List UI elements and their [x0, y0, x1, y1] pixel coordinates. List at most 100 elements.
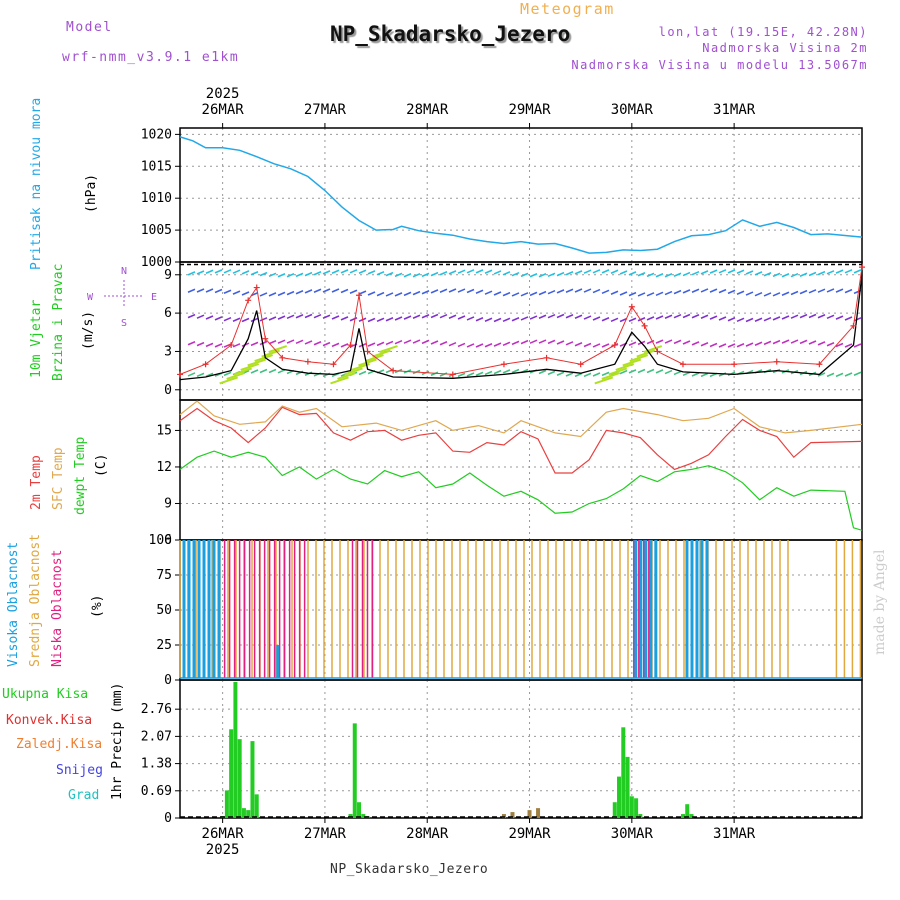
wind-barb [655, 339, 664, 344]
wind-barb [763, 272, 772, 277]
wind-barb [205, 269, 214, 274]
wind-barb [439, 288, 448, 293]
gust-marker [543, 354, 550, 361]
compass-south: S [121, 318, 127, 329]
precip-bar [352, 723, 357, 818]
precip-bar [612, 802, 617, 818]
wind-barb [529, 315, 538, 320]
top-date-label: 29MAR [508, 102, 551, 118]
wind-barb [592, 343, 601, 348]
wind-barb [673, 370, 682, 376]
y-tick-label: 15 [156, 423, 172, 438]
wind-barb [439, 271, 448, 276]
wind-barb [853, 371, 862, 377]
wind-barb [367, 342, 376, 347]
wind-barb [330, 376, 349, 385]
wind-barb [835, 342, 844, 348]
wind-barb [241, 291, 250, 296]
wind-barb [592, 316, 601, 321]
wind-barb [484, 370, 493, 376]
wind-barb [556, 271, 565, 277]
wind-barb [547, 370, 556, 376]
dewpt-line [179, 450, 863, 531]
wind-barb [574, 372, 583, 378]
wind-barb [493, 291, 502, 296]
wind-barb [772, 292, 781, 297]
wind-barb [853, 269, 862, 274]
wind-barb [376, 271, 385, 276]
wind-barb [682, 340, 691, 345]
legend-total-rain: Ukupna Kisa [2, 687, 89, 702]
wind-barb [619, 270, 628, 275]
wind-barb [781, 291, 790, 297]
wind-barb [511, 271, 520, 277]
wind-barb [700, 288, 709, 293]
wind-barb [439, 313, 448, 319]
wind-barb [376, 291, 385, 297]
wind-barb [637, 271, 646, 277]
wind-barb [421, 313, 430, 319]
wind-barb [646, 272, 655, 278]
gust-marker [262, 335, 269, 342]
wind-barb [196, 372, 205, 378]
wind-barb [808, 340, 817, 345]
wind-barb [673, 289, 682, 295]
wind-barb [268, 272, 277, 278]
wind-barb [655, 315, 664, 320]
wind-barb [358, 358, 377, 367]
wind-barb [529, 273, 538, 278]
wind-barb [232, 343, 241, 348]
gust-marker [731, 361, 738, 368]
wind-barb [196, 270, 205, 275]
gust-marker [304, 358, 311, 365]
wind-barb [295, 272, 304, 278]
wind-barb [439, 341, 448, 346]
wind-barb [727, 317, 736, 322]
wind-barb [295, 339, 304, 345]
wind-barb [529, 291, 538, 297]
wind-barb [646, 368, 655, 374]
wind-barb [286, 314, 295, 320]
wind-barb [268, 345, 287, 354]
wind-barb [196, 314, 205, 319]
top-date-label: 31MAR [713, 102, 756, 118]
wind-barb [344, 367, 363, 376]
wind-barb [493, 317, 502, 323]
gust-marker [773, 358, 780, 365]
wind-barb [214, 343, 223, 348]
wind-barb [475, 289, 484, 295]
gust-marker [577, 361, 584, 368]
y-tick-label: 1010 [141, 191, 172, 206]
wind-barb [520, 272, 529, 278]
wind-barb [709, 288, 718, 293]
wind-barb [700, 372, 709, 378]
wind-barb [556, 371, 565, 377]
precip-bar [685, 804, 690, 818]
wind-barb [466, 288, 475, 294]
wind-barb [799, 272, 808, 278]
gust-marker [228, 342, 235, 349]
wind-barb [610, 269, 619, 274]
wind-barb [421, 289, 430, 295]
y-tick-label: 6 [164, 533, 172, 548]
top-date-label: 30MAR [611, 102, 654, 118]
elevation: Nadmorska Visina 2m [702, 41, 868, 55]
wind-barb [835, 269, 844, 274]
wind-barb [619, 369, 628, 375]
wind-barb [205, 342, 214, 348]
wind-barb [808, 289, 817, 294]
wind-barb [601, 371, 610, 377]
wind-barb [826, 288, 835, 293]
precip-bar [680, 814, 685, 818]
wind-barb [664, 314, 673, 319]
wind-barb [754, 291, 763, 297]
bottom-date-label: 28MAR [406, 826, 449, 842]
wind-barb [214, 316, 223, 321]
wind-barb [511, 340, 520, 346]
y-tick-label: 9 [164, 268, 172, 283]
wind-barb [358, 269, 367, 274]
wind-barb [226, 371, 245, 380]
wind-barb [718, 288, 727, 294]
wind-barb [233, 367, 252, 376]
wind-barb [385, 292, 394, 297]
